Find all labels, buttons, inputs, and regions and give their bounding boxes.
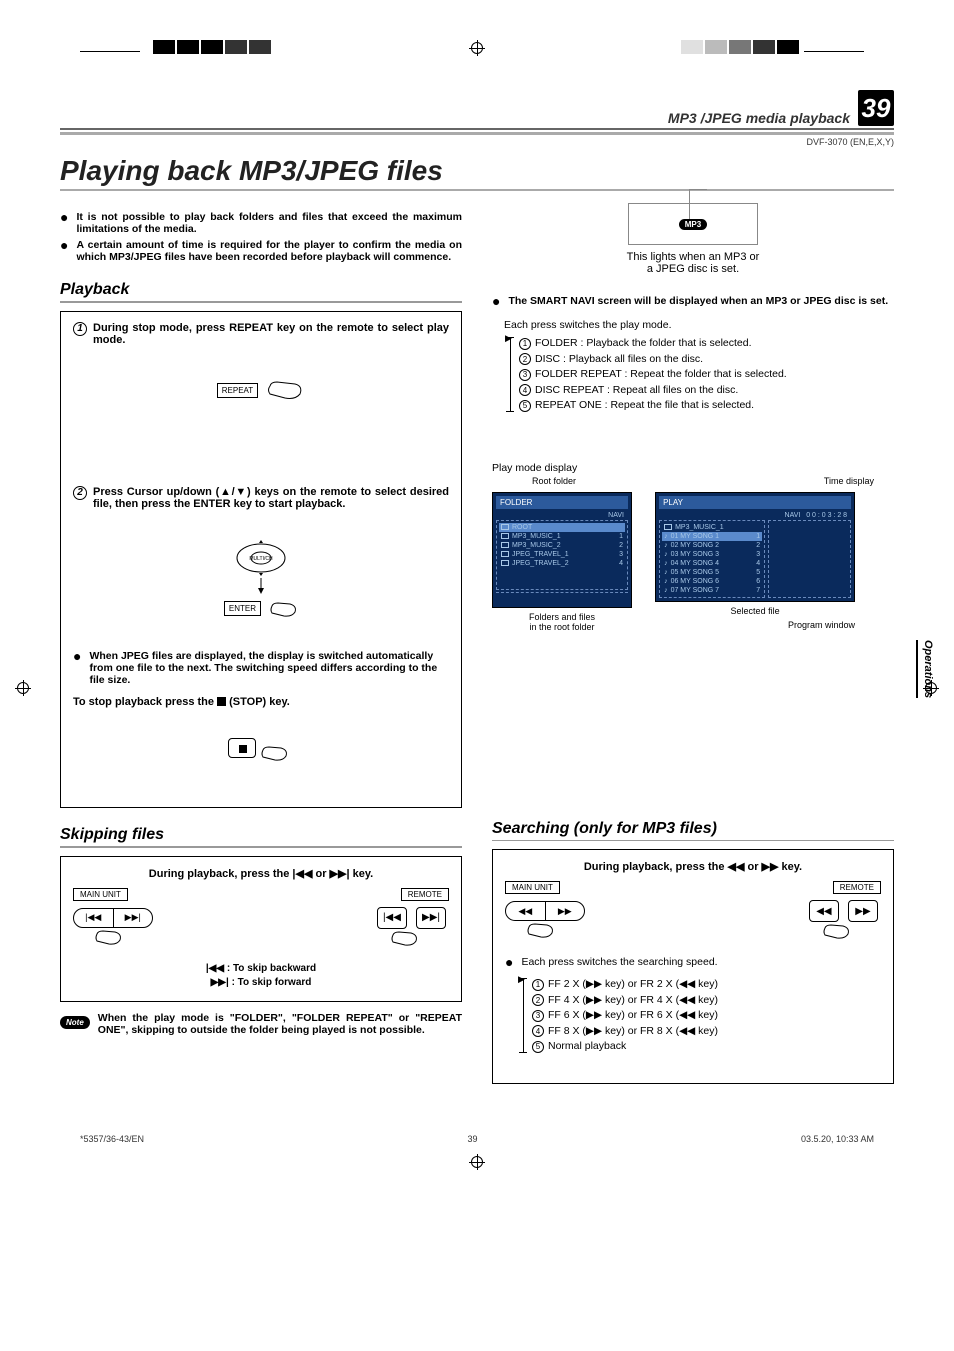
bullet-text: A certain amount of time is required for… <box>76 239 462 263</box>
root-folder-annot: Root folder <box>532 476 576 486</box>
intro-bullet: ●It is not possible to play back folders… <box>60 211 462 235</box>
remote-label: REMOTE <box>401 888 449 901</box>
skip-note: Note When the play mode is "FOLDER", "FO… <box>60 1012 462 1036</box>
play-mode-list: ▶ 1FOLDER : Playback the folder that is … <box>510 337 894 412</box>
hand-icon <box>389 929 424 949</box>
speed-item: 2FF 4 X (▶▶ key) or FR 4 X (◀◀ key) <box>532 994 881 1007</box>
skip-back-button: |◀◀ <box>377 907 407 929</box>
folders-caption: in the root folder <box>492 622 632 632</box>
mode-item: 2DISC : Playback all files on the disc. <box>519 353 894 366</box>
crosshair-icon <box>15 680 31 696</box>
main-unit-rocker: |◀◀▶▶| <box>73 908 153 928</box>
stop-icon <box>217 697 226 706</box>
mode-item: 4DISC REPEAT : Repeat all files on the d… <box>519 384 894 397</box>
page-header: MP3 /JPEG media playback 39 DVF-3070 (EN… <box>60 90 894 147</box>
enter-label: ENTER <box>224 601 261 616</box>
note-text: When the play mode is "FOLDER", "FOLDER … <box>98 1012 462 1036</box>
ffwd-button: ▶▶ <box>848 900 878 922</box>
bullet-text: It is not possible to play back folders … <box>76 211 462 235</box>
page-footer: *5357/36-43/EN 39 03.5.20, 10:33 AM <box>60 1134 894 1144</box>
navi-folder-panel: FOLDER NAVI ROOT MP3_MUSIC_11 MP3_MUSIC_… <box>492 492 632 632</box>
hand-icon <box>525 921 560 941</box>
search-instruction: During playback, press the ◀◀ or ▶▶ key. <box>505 860 881 873</box>
speed-item: 1FF 2 X (▶▶ key) or FR 2 X (◀◀ key) <box>532 978 881 991</box>
step-1: 1 During stop mode, press REPEAT key on … <box>73 322 449 346</box>
footer-right: 03.5.20, 10:33 AM <box>801 1134 874 1144</box>
smart-navi-heading: ● The SMART NAVI screen will be displaye… <box>492 295 894 307</box>
cursor-pad-icon: MULTI/CH <box>231 540 291 595</box>
footer-left: *5357/36-43/EN <box>80 1134 144 1144</box>
left-column: ●It is not possible to play back folders… <box>60 203 462 1084</box>
note-text: When JPEG files are displayed, the displ… <box>89 650 449 686</box>
navi-play-panel: PLAY NAVI 0 0 : 0 3 : 2 8 MP3_MUSIC_1 ♪0… <box>655 492 855 630</box>
mp3-caption: This lights when an MP3 or a JPEG disc i… <box>492 251 894 275</box>
program-caption: Program window <box>655 620 855 630</box>
main-unit-label: MAIN UNIT <box>505 881 560 894</box>
registration-marks-top <box>60 40 894 60</box>
step-text: Press Cursor up/down (▲/▼) keys on the r… <box>93 486 449 510</box>
heading-text: The SMART NAVI screen will be displayed … <box>508 295 888 307</box>
skipping-box: During playback, press the |◀◀ or ▶▶| ke… <box>60 856 462 1002</box>
footer-center: 39 <box>467 1134 477 1144</box>
skip-back-legend: |◀◀ : To skip backward <box>73 963 449 974</box>
hand-icon <box>93 928 128 948</box>
playback-title: Playback <box>60 281 462 299</box>
mp3-indicator-diagram: MP3 This lights when an MP3 or a JPEG di… <box>492 203 894 275</box>
hand-icon <box>265 376 305 406</box>
main-unit-rocker: ◀◀▶▶ <box>505 901 585 921</box>
playback-steps-box: 1 During stop mode, press REPEAT key on … <box>60 311 462 809</box>
rewind-button: ◀◀ <box>809 900 839 922</box>
note-badge: Note <box>60 1016 90 1029</box>
remote-label: REMOTE <box>833 881 881 894</box>
intro-bullet: ●A certain amount of time is required fo… <box>60 239 462 263</box>
speed-item: 5Normal playback <box>532 1040 881 1053</box>
speed-intro: ● Each press switches the searching spee… <box>505 956 881 968</box>
hand-icon <box>821 922 856 942</box>
stop-button-illustration <box>73 738 449 768</box>
cursor-enter-illustration: MULTI/CH ENTER <box>73 540 449 620</box>
skip-fwd-button: ▶▶| <box>416 907 446 929</box>
speed-item: 4FF 8 X (▶▶ key) or FR 8 X (◀◀ key) <box>532 1025 881 1038</box>
mode-item: 5REPEAT ONE : Repeat the file that is se… <box>519 399 894 412</box>
selected-caption: Selected file <box>731 606 780 616</box>
main-title: Playing back MP3/JPEG files <box>60 155 894 187</box>
skip-fwd-legend: ▶▶| : To skip forward <box>73 977 449 988</box>
page-number: 39 <box>858 90 894 126</box>
crosshair-icon <box>60 1154 894 1170</box>
skip-instruction: During playback, press the |◀◀ or ▶▶| ke… <box>73 867 449 880</box>
skipping-title: Skipping files <box>60 826 462 844</box>
speed-list: ▶ 1FF 2 X (▶▶ key) or FR 2 X (◀◀ key) 2F… <box>523 978 881 1053</box>
searching-title: Searching (only for MP3 files) <box>492 820 894 838</box>
time-display-annot: Time display <box>824 476 874 486</box>
play-mode-display-label: Play mode display <box>492 462 894 474</box>
repeat-button-illustration: REPEAT <box>73 376 449 406</box>
mp3-pill: MP3 <box>679 219 707 230</box>
section-label: MP3 /JPEG media playback <box>668 110 850 126</box>
repeat-label: REPEAT <box>217 383 258 398</box>
folders-caption: Folders and files <box>492 612 632 622</box>
hand-icon <box>259 742 294 767</box>
mode-item: 3FOLDER REPEAT : Repeat the folder that … <box>519 368 894 381</box>
crosshair-icon <box>923 680 939 696</box>
hand-icon <box>268 598 298 620</box>
mode-item: 1FOLDER : Playback the folder that is se… <box>519 337 894 350</box>
step-text: During stop mode, press REPEAT key on th… <box>93 322 449 346</box>
mode-intro: Each press switches the play mode. <box>504 319 894 331</box>
jpeg-note: ● When JPEG files are displayed, the dis… <box>73 650 449 686</box>
navi-display-diagram: Root folder Time display FOLDER NAVI ROO… <box>492 478 894 632</box>
speed-item: 3FF 6 X (▶▶ key) or FR 6 X (◀◀ key) <box>532 1009 881 1022</box>
svg-text:MULTI/CH: MULTI/CH <box>249 556 273 562</box>
stop-instruction: To stop playback press the (STOP) key. <box>73 696 449 708</box>
main-unit-label: MAIN UNIT <box>73 888 128 901</box>
searching-box: During playback, press the ◀◀ or ▶▶ key.… <box>492 849 894 1084</box>
right-column: MP3 This lights when an MP3 or a JPEG di… <box>492 203 894 1084</box>
step-2: 2 Press Cursor up/down (▲/▼) keys on the… <box>73 486 449 510</box>
model-code: DVF-3070 (EN,E,X,Y) <box>60 137 894 147</box>
